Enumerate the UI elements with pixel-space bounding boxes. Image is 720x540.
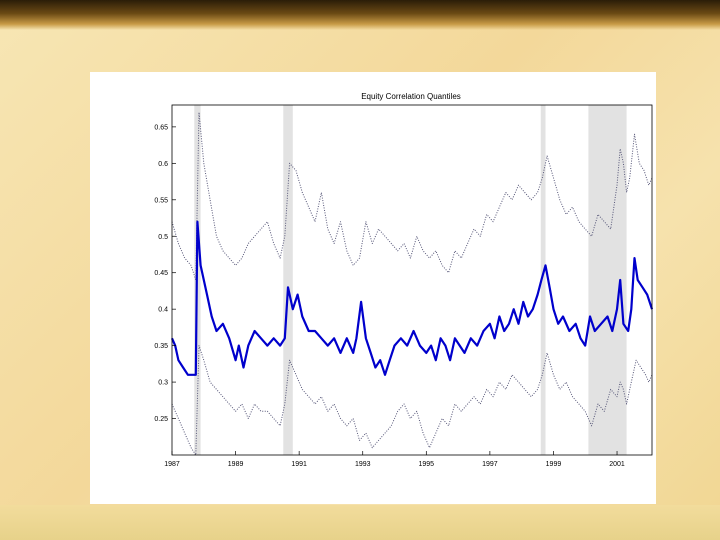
x-tick-label-2001: 2001 xyxy=(609,461,625,468)
chart-title: Equity Correlation Quantiles xyxy=(361,92,461,101)
series-line-1 xyxy=(171,111,653,281)
y-tick-label-0_35: 0.35 xyxy=(154,343,168,350)
y-tick-label-0_5: 0.5 xyxy=(158,234,168,241)
y-tick-label-0_3: 0.3 xyxy=(158,380,168,387)
series-line-3 xyxy=(171,345,653,456)
y-tick-label-0_45: 0.45 xyxy=(154,270,168,277)
chart-figure: Equity Correlation Quantiles 1987 1989 199… xyxy=(90,72,656,504)
shaded-period-2 xyxy=(283,105,293,455)
slide-bottom-band xyxy=(0,505,720,540)
x-tick-label-1995: 1995 xyxy=(419,461,435,468)
slide-top-band xyxy=(0,0,720,30)
x-tick-label-1999: 1999 xyxy=(546,461,562,468)
y-tick-label-0_6: 0.6 xyxy=(158,161,168,168)
chart-svg: Equity Correlation Quantiles 1987 1989 199… xyxy=(154,92,654,468)
shaded-period-3 xyxy=(540,105,546,455)
x-tick-label-1991: 1991 xyxy=(291,461,307,468)
y-tick-label-0_55: 0.55 xyxy=(154,197,168,204)
y-tick-label-0_25: 0.25 xyxy=(154,416,168,423)
y-tick-label-0_65: 0.65 xyxy=(154,124,168,131)
plot-frame xyxy=(171,104,653,456)
x-tick-label-1993: 1993 xyxy=(355,461,371,468)
y-tick-label-0_4: 0.4 xyxy=(158,307,168,314)
series-line-2 xyxy=(170,220,654,376)
x-tick-label-1987: 1987 xyxy=(164,461,180,468)
x-tick-label-1997: 1997 xyxy=(482,461,498,468)
x-tick-label-1989: 1989 xyxy=(228,461,244,468)
